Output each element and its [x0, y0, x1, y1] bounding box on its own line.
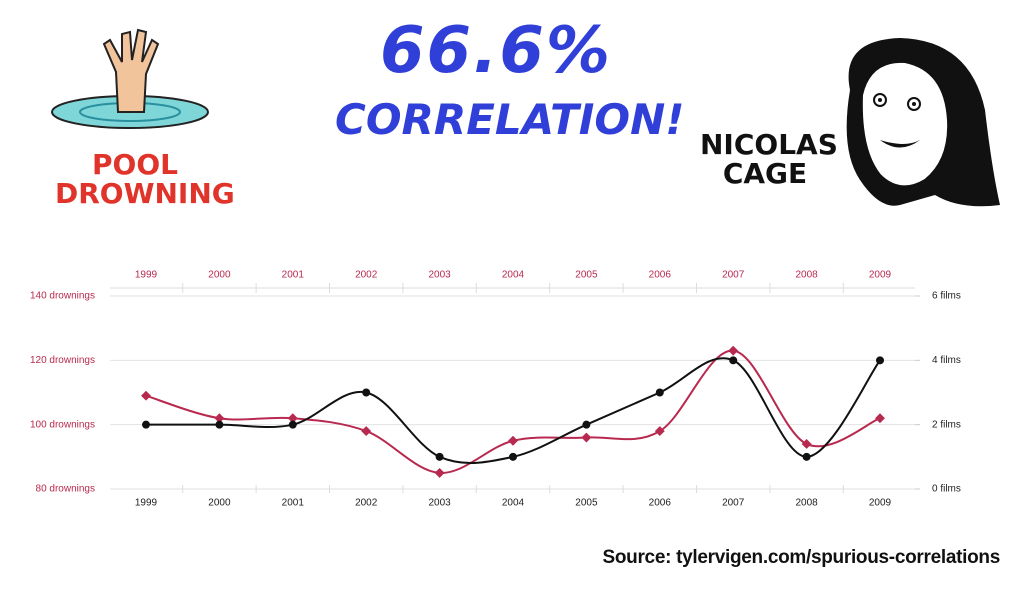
point: [508, 435, 518, 446]
x-tick-label: 2002: [355, 498, 378, 509]
point: [214, 413, 225, 424]
x-tick-label: 2005: [575, 498, 598, 509]
x-tick-label-top: 2001: [282, 270, 305, 281]
x-tick-label: 2003: [428, 498, 451, 509]
point: [142, 420, 150, 429]
series-label: NICOLAS CAGE: [700, 128, 838, 191]
x-tick-label: 2008: [795, 498, 818, 509]
x-tick-label-top: 2003: [428, 270, 451, 281]
point: [802, 452, 811, 461]
point: [655, 388, 664, 397]
point: [509, 452, 517, 461]
point: [287, 413, 298, 424]
point: [582, 420, 591, 429]
point: [729, 356, 738, 365]
y2-tick-label: 6 films: [932, 291, 961, 302]
point: [141, 390, 151, 401]
x-tick-label: 1999: [135, 498, 158, 509]
series-line: [146, 357, 881, 465]
point: [654, 426, 665, 437]
x-tick-label: 2004: [502, 498, 525, 509]
point: [801, 439, 812, 449]
x-tick-label-top: 2000: [208, 270, 231, 281]
y2-tick-label: 4 films: [932, 355, 961, 366]
series-label: POOL DROWNING: [55, 148, 235, 211]
point: [435, 452, 444, 461]
x-tick-label: 2001: [282, 498, 305, 509]
headline: CORRELATION!: [335, 95, 685, 144]
x-tick-label-top: 2009: [869, 270, 892, 281]
x-tick-label-top: 2005: [575, 270, 598, 281]
y-tick-label: 120 drownings: [30, 355, 95, 366]
point: [728, 345, 739, 356]
drowning-illustration: [51, 28, 209, 129]
y-tick-label: 100 drownings: [30, 419, 95, 430]
x-tick-label-top: 2002: [355, 270, 378, 281]
y2-tick-label: 2 films: [932, 419, 961, 430]
point: [875, 413, 885, 424]
x-tick-label-top: 2008: [795, 270, 818, 281]
x-tick-label-top: 1999: [135, 270, 158, 281]
point: [581, 432, 592, 443]
point: [434, 467, 445, 478]
point: [362, 388, 371, 397]
x-tick-label: 2007: [722, 498, 745, 509]
point: [876, 356, 884, 365]
point: [215, 420, 224, 429]
headline-number: 66.6%: [380, 14, 613, 88]
series-line: [145, 349, 881, 474]
y2-tick-label: 0 films: [932, 484, 961, 495]
point: [288, 420, 297, 429]
source: Source: tylervigen.com/spurious-correlat…: [602, 547, 1000, 568]
y-tick-label: 140 drownings: [30, 291, 95, 302]
cage-illustration: [846, 38, 1000, 207]
point: [361, 426, 372, 437]
x-tick-label-top: 2007: [722, 270, 745, 281]
x-tick-label: 2009: [869, 498, 892, 509]
x-tick-label: 2006: [649, 498, 672, 509]
x-tick-label-top: 2004: [502, 270, 525, 281]
x-tick-label: 2000: [208, 498, 231, 509]
x-tick-label-top: 2006: [649, 270, 672, 281]
y-tick-label: 80 drownings: [36, 484, 95, 495]
